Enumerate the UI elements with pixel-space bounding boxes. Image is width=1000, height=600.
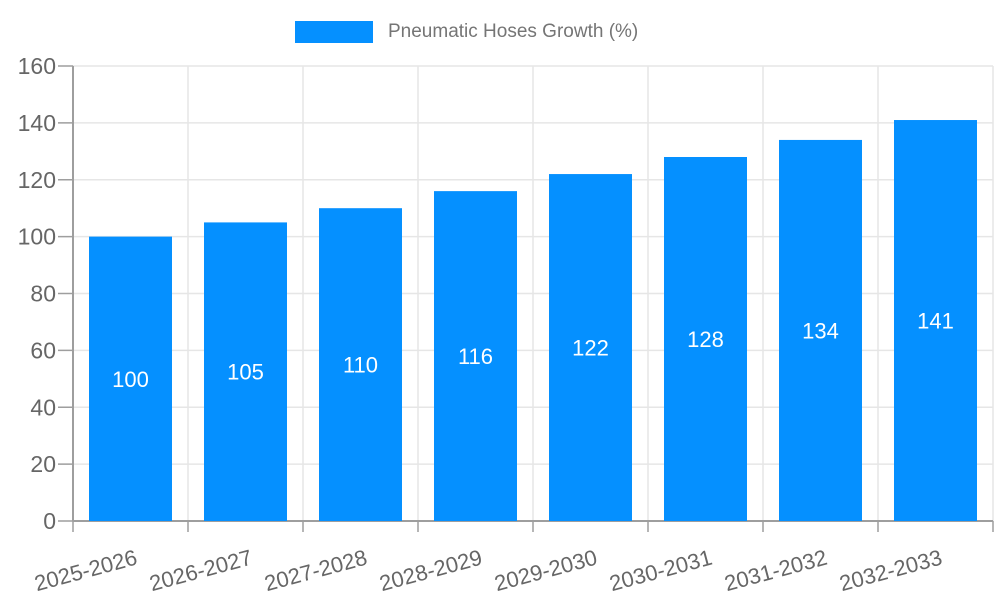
bar-value-label: 100 bbox=[112, 367, 149, 392]
legend-swatch bbox=[295, 21, 373, 43]
bar[interactable] bbox=[204, 222, 287, 521]
y-tick-label: 40 bbox=[30, 394, 56, 420]
bar-value-label: 134 bbox=[802, 318, 839, 343]
bar[interactable] bbox=[894, 120, 977, 521]
bar-value-label: 110 bbox=[343, 353, 378, 378]
legend-label: Pneumatic Hoses Growth (%) bbox=[388, 21, 639, 42]
y-tick-label: 140 bbox=[18, 110, 56, 136]
bar-value-label: 116 bbox=[458, 344, 493, 369]
bar[interactable] bbox=[319, 208, 402, 521]
x-tick-label: 2029-2030 bbox=[492, 545, 600, 596]
legend: Pneumatic Hoses Growth (%) bbox=[295, 21, 638, 43]
bar-value-label: 122 bbox=[572, 336, 609, 361]
y-tick-label: 0 bbox=[43, 508, 56, 534]
x-tick-label: 2032-2033 bbox=[837, 545, 945, 596]
y-tick-label: 60 bbox=[30, 337, 56, 363]
x-tick-label: 2028-2029 bbox=[377, 545, 485, 596]
x-tick-label: 2026-2027 bbox=[147, 545, 255, 596]
x-tick-label: 2025-2026 bbox=[32, 545, 140, 596]
y-tick-label: 80 bbox=[30, 281, 56, 307]
x-tick-label: 2027-2028 bbox=[262, 545, 370, 596]
y-tick-label: 20 bbox=[30, 451, 56, 477]
bar[interactable] bbox=[434, 191, 517, 521]
x-tick-label: 2031-2032 bbox=[722, 545, 830, 596]
y-tick-label: 100 bbox=[18, 224, 56, 250]
bar-value-label: 141 bbox=[917, 309, 954, 334]
bar[interactable] bbox=[89, 236, 172, 521]
bar-value-label: 105 bbox=[227, 360, 264, 385]
x-tick-label: 2030-2031 bbox=[607, 545, 715, 596]
bar-value-label: 128 bbox=[687, 327, 724, 352]
y-tick-label: 160 bbox=[18, 53, 56, 79]
y-tick-label: 120 bbox=[18, 167, 56, 193]
bar[interactable] bbox=[664, 157, 747, 521]
bar[interactable] bbox=[549, 174, 632, 521]
bar[interactable] bbox=[779, 139, 862, 521]
